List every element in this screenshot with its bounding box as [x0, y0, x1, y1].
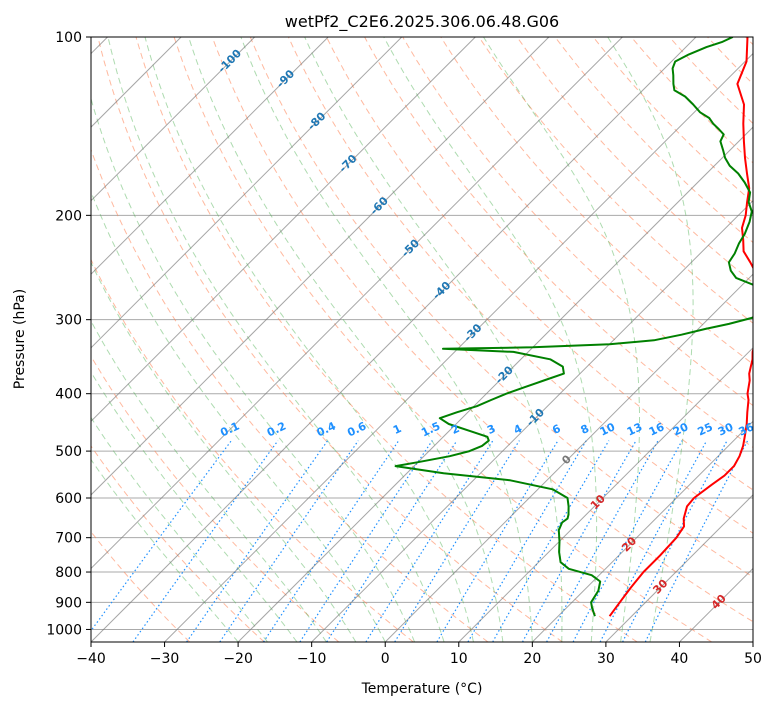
- dry-adiabat: [135, 37, 638, 642]
- isotherm: [91, 37, 697, 642]
- dry-adiabat: [249, 37, 753, 578]
- mixing-ratio-label: 25: [696, 420, 715, 438]
- moist-adiabat: [383, 37, 598, 642]
- y-tick-label: 200: [55, 208, 82, 224]
- mixing-ratio-line: [132, 440, 279, 642]
- mixing-ratio-label: 10: [598, 420, 618, 438]
- dry-adiabat: [287, 37, 753, 534]
- mixing-ratio-label: 16: [647, 420, 667, 438]
- moist-adiabat: [91, 261, 357, 642]
- isotherm: [91, 37, 403, 349]
- mixing-ratio-line: [186, 440, 329, 642]
- mixing-ratio-label: 13: [625, 420, 644, 438]
- x-tick-label: −10: [297, 651, 327, 667]
- dry-adiabat: [91, 258, 414, 642]
- dry-adiabat: [630, 37, 753, 164]
- isotherm: [91, 37, 329, 275]
- moist-adiabat: [91, 458, 239, 642]
- mixing-ratio-line: [219, 440, 359, 642]
- y-tick-label: 800: [55, 565, 82, 581]
- moist-adiabat: [107, 37, 445, 642]
- moist-adiabat: [91, 190, 386, 642]
- dry-adiabats: [91, 37, 753, 642]
- moist-adiabat: [144, 37, 474, 642]
- y-axis-ticks: 100 200 300 400 500 600 700 800 900 1000: [46, 30, 91, 638]
- isotherm: [91, 37, 623, 570]
- x-tick-label: 30: [597, 651, 615, 667]
- x-tick-label: 50: [744, 651, 762, 667]
- mixing-ratio-line: [91, 440, 232, 632]
- y-tick-label: 900: [55, 595, 82, 611]
- y-axis-label: Pressure (hPa): [12, 289, 28, 389]
- dry-adiabat: [402, 37, 753, 407]
- moist-adiabat: [91, 370, 298, 642]
- dry-adiabat: [91, 445, 265, 642]
- moist-adiabat: [188, 37, 504, 642]
- dry-adiabat: [592, 37, 753, 204]
- mixing-ratio-line: [521, 440, 637, 642]
- moist-adiabat: [607, 37, 694, 642]
- x-axis-ticks: −40 −30 −20 −10 0 10 20 30 40 50: [76, 642, 762, 667]
- dewpoint-line: [394, 37, 753, 617]
- x-tick-label: 0: [381, 651, 390, 667]
- y-tick-label: 500: [55, 444, 82, 460]
- isotherm: [605, 494, 753, 642]
- isotherm: [164, 52, 753, 642]
- moist-adiabat: [240, 37, 533, 642]
- mixing-ratio-line: [299, 440, 433, 642]
- y-tick-label: 100: [55, 30, 82, 46]
- x-tick-label: −30: [150, 651, 180, 667]
- mixing-ratio-line: [436, 440, 559, 642]
- isotherm: [91, 37, 256, 202]
- y-tick-label: 400: [55, 387, 82, 403]
- x-axis-label: Temperature (°C): [361, 681, 483, 697]
- mixing-ratio-line: [394, 440, 520, 642]
- mixing-ratio-line: [644, 440, 749, 642]
- isotherm: [237, 126, 753, 642]
- dry-adiabat: [326, 37, 753, 491]
- mixing-ratio-line: [262, 440, 400, 642]
- x-tick-label: −40: [76, 651, 106, 667]
- dry-adiabat: [478, 37, 753, 324]
- y-tick-label: 300: [55, 313, 82, 329]
- x-tick-label: 40: [671, 651, 689, 667]
- moist-adiabat: [483, 37, 640, 642]
- plot-area: [91, 37, 753, 642]
- mixing-ratio-lines: [91, 440, 749, 642]
- isobar-gridlines: [91, 37, 753, 630]
- isotherm: [384, 273, 753, 642]
- x-tick-label: −20: [223, 651, 253, 667]
- moist-adiabat: [91, 320, 327, 642]
- dry-adiabat: [97, 37, 563, 642]
- isotherm: [531, 420, 753, 642]
- mixing-ratio-line: [492, 440, 610, 642]
- isotherm: [311, 199, 753, 642]
- mixing-ratio-label: 30: [716, 420, 736, 438]
- dry-adiabat: [173, 37, 713, 642]
- y-tick-label: 600: [55, 491, 82, 507]
- x-tick-label: 20: [523, 651, 541, 667]
- mixing-ratio-label: 20: [671, 420, 691, 438]
- mixing-ratio-line: [599, 440, 708, 642]
- y-tick-label: 700: [55, 531, 82, 547]
- x-tick-label: 10: [450, 651, 468, 667]
- y-tick-label: 1000: [46, 622, 82, 638]
- mixing-ratio-line: [467, 440, 587, 642]
- moist-adiabat: [91, 416, 268, 642]
- isotherm: [91, 37, 476, 423]
- axes-frame: [90, 36, 754, 643]
- mixing-ratio-label: 36: [737, 420, 757, 438]
- dry-adiabat: [211, 37, 753, 623]
- moist-adiabat: [304, 37, 563, 642]
- chart-title: wetPf2_C2E6.2025.306.06.48.G06: [285, 12, 559, 32]
- isotherm: [91, 37, 550, 496]
- moist-adiabats: [91, 37, 694, 642]
